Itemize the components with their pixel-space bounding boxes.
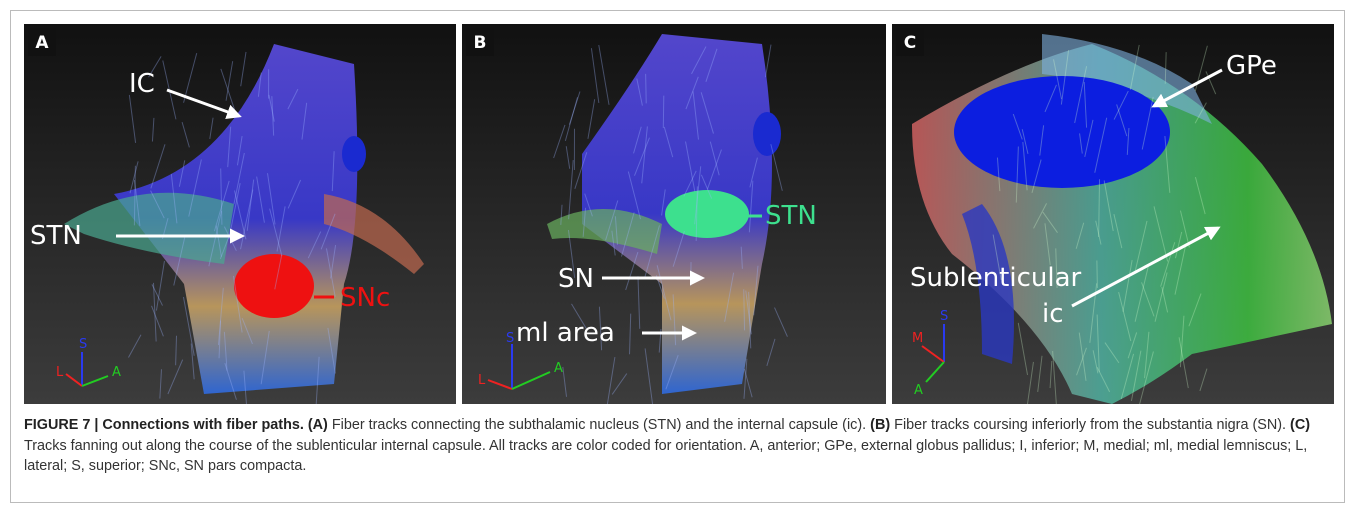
axis-label: L xyxy=(56,365,64,380)
panel-c: C GPe Sublenticular ic M S A xyxy=(892,24,1334,404)
caption-text: Tracks fanning out along the course of t… xyxy=(24,438,1307,475)
label: IC xyxy=(129,69,155,99)
fiber-streak xyxy=(663,96,664,128)
label: GPe xyxy=(1226,51,1277,81)
axis-label: A xyxy=(914,383,923,398)
caption-bold: (B) xyxy=(870,417,890,433)
axis-label: S xyxy=(940,309,948,324)
label: STN xyxy=(30,221,82,251)
caption-text: Fiber tracks coursing inferiorly from th… xyxy=(894,417,1286,433)
label: ml area xyxy=(516,318,615,348)
panel-letter: A xyxy=(35,33,49,53)
label: ic xyxy=(1042,299,1064,329)
axis-label: S xyxy=(506,331,514,346)
caption-text: Fiber tracks connecting the subthalamic … xyxy=(332,417,866,433)
panel-letter: C xyxy=(904,33,916,53)
panel-b: B STN SN ml area S L A xyxy=(462,24,886,404)
axis-label: L xyxy=(478,373,486,388)
label: SN xyxy=(558,264,594,294)
axis-label: S xyxy=(79,337,87,352)
axis-label: A xyxy=(112,365,121,380)
axis-label: M xyxy=(912,331,923,346)
caption-bold: FIGURE 7 | Connections with fiber paths. xyxy=(24,417,304,433)
label: STN xyxy=(765,201,817,231)
fiber-streak xyxy=(646,74,647,104)
panel-a: A IC STN SNc S L A xyxy=(24,24,456,404)
panel-letter: B xyxy=(474,33,487,53)
label: Sublenticular xyxy=(910,263,1082,293)
caption-bold: (C) xyxy=(1290,417,1310,433)
label: SNc xyxy=(340,283,390,313)
axis-label: A xyxy=(554,361,563,376)
fiber-streak xyxy=(1097,261,1098,288)
figure-caption: FIGURE 7 | Connections with fiber paths.… xyxy=(24,415,1334,477)
caption-bold: (A) xyxy=(308,417,328,433)
